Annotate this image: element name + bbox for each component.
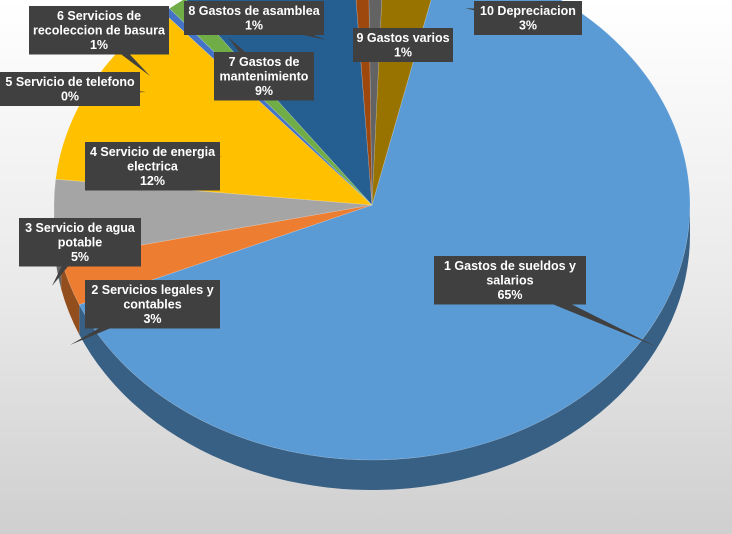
- data-label-box: [85, 142, 220, 191]
- data-label-box: [0, 72, 140, 106]
- data-label-category: recoleccion de basura: [33, 24, 166, 38]
- pie-slice-gastos-de-mantenimiento: [186, 0, 373, 206]
- data-label-percent: 0%: [61, 90, 79, 104]
- data-label-percent: 65%: [497, 288, 522, 302]
- data-label-category: salarios: [486, 274, 533, 288]
- data-label-category: 3 Servicio de agua: [25, 221, 136, 235]
- data-label-box: [353, 28, 453, 62]
- pie-slice-gastos-de-sueldos-y-salarios: [78, 0, 691, 461]
- data-label-category: 10 Depreciacion: [480, 4, 576, 18]
- data-label-category: 2 Servicios legales y: [91, 283, 213, 297]
- data-label-category: electrica: [127, 160, 179, 174]
- data-label-percent: 1%: [394, 46, 412, 60]
- data-label-category: potable: [58, 236, 102, 250]
- data-label-box: [85, 280, 220, 329]
- data-label-category: 4 Servicio de energia: [90, 145, 216, 159]
- pie-slice-servicios-de-recoleccion-de-basura: [168, 0, 373, 206]
- data-label-percent: 3%: [519, 19, 537, 33]
- data-label-category: 6 Servicios de: [57, 9, 141, 23]
- data-label-category: 7 Gastos de: [229, 55, 300, 69]
- data-label-category: 8 Gastos de asamblea: [188, 4, 320, 18]
- data-label-box: [19, 218, 141, 267]
- data-label-box: [214, 52, 314, 101]
- data-label-percent: 12%: [140, 174, 165, 188]
- data-label-category: 5 Servicio de telefono: [5, 75, 135, 89]
- data-label-percent: 3%: [143, 312, 161, 326]
- pie-side-servicios-legales-y-contables: [61, 258, 80, 335]
- data-label-percent: 1%: [245, 19, 263, 33]
- data-label-box: [434, 256, 586, 305]
- data-label-box: [184, 1, 324, 35]
- data-label-percent: 5%: [71, 250, 89, 264]
- data-label-box: [29, 6, 169, 55]
- data-label-category: 1 Gastos de sueldos y: [444, 259, 576, 273]
- data-label-box: [474, 1, 582, 35]
- data-label-percent: 1%: [90, 38, 108, 52]
- data-label-category: contables: [123, 298, 181, 312]
- data-label-category: 9 Gastos varios: [356, 31, 449, 45]
- data-label-category: mantenimiento: [220, 70, 309, 84]
- data-label-percent: 9%: [255, 84, 273, 98]
